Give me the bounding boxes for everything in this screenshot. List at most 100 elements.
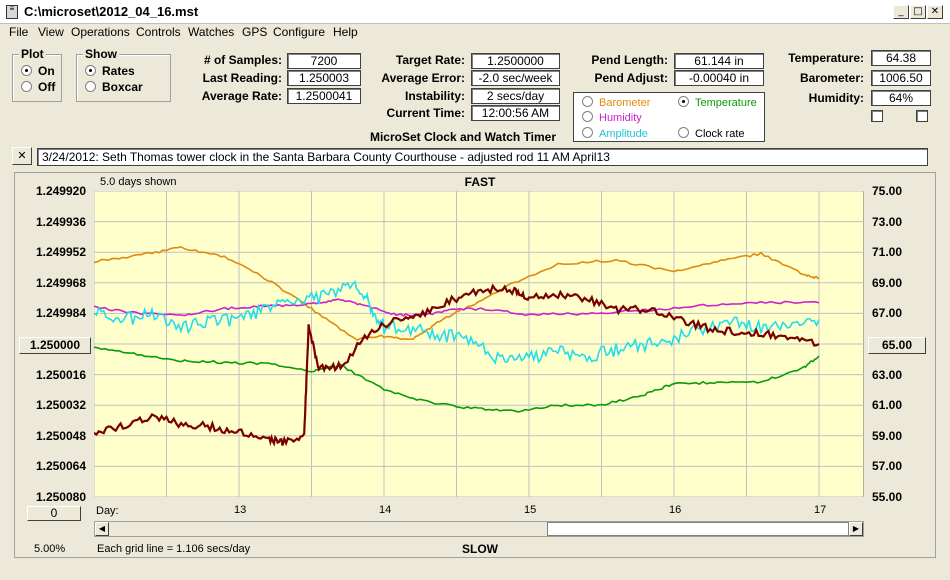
y-left-tick-label: 1.250032 [35, 398, 86, 413]
target-rate-label: Target Rate: [395, 53, 465, 67]
env-checkbox-1[interactable] [871, 110, 883, 122]
plot-group: Plot On Off [12, 47, 62, 102]
radio-icon [582, 111, 593, 122]
radio-icon [582, 127, 593, 138]
y-right-tick-label: 67.00 [872, 306, 903, 321]
series-amplitude [94, 280, 820, 365]
chart-scrollbar[interactable]: ◀ ▶ [94, 521, 864, 537]
series-temperature [94, 346, 820, 413]
radio-icon [85, 81, 96, 92]
average-rate-field: 1.2500041 [287, 88, 361, 104]
humidity-field: 64% [871, 90, 931, 106]
days-shown-label: 5.0 days shown [100, 176, 177, 188]
pend-adjust-field[interactable]: -0.00040 in [674, 70, 764, 86]
show-group-title: Show [83, 47, 119, 61]
scroll-left-arrow-icon[interactable]: ◀ [95, 522, 109, 536]
menu-watches[interactable]: Watches [188, 25, 235, 39]
current-time-label: Current Time: [386, 106, 465, 120]
menu-view[interactable]: View [38, 25, 64, 39]
radio-selected-icon [678, 96, 689, 107]
fast-label: FAST [464, 175, 496, 189]
y-right-tick-label: 57.00 [872, 459, 903, 474]
option-temperature[interactable]: Temperature [678, 96, 757, 109]
menu-file[interactable]: File [9, 25, 29, 39]
percent-label: 5.00% [34, 543, 66, 555]
rate-chart [94, 191, 864, 497]
y-left-tick-label: 1.249968 [35, 275, 86, 290]
samples-label: # of Samples: [203, 53, 282, 67]
option-humidity[interactable]: Humidity [582, 111, 642, 124]
slow-label: SLOW [462, 542, 498, 556]
show-rates-option[interactable]: Rates [85, 64, 135, 80]
app-subtitle: MicroSet Clock and Watch Timer [369, 130, 557, 144]
y-right-tick-label: 75.00 [872, 184, 903, 198]
barometer-label: Barometer: [799, 71, 864, 85]
center-rate-button[interactable]: 1.250000 [19, 337, 91, 354]
target-rate-field[interactable]: 1.2500000 [471, 53, 560, 69]
show-boxcar-option[interactable]: Boxcar [85, 80, 143, 96]
pend-adjust-label: Pend Adjust: [594, 71, 668, 85]
instability-field: 2 secs/day [471, 88, 560, 104]
y-left-tick-label: 1.250080 [35, 490, 86, 504]
last-reading-field: 1.250003 [287, 70, 361, 86]
temperature-label: Temperature: [788, 51, 864, 65]
instability-label: Instability: [404, 89, 465, 103]
y-right-tick-label: 71.00 [872, 245, 903, 260]
option-barometer[interactable]: Barometer [582, 96, 650, 109]
option-clock-rate[interactable]: Clock rate [678, 127, 745, 140]
last-reading-label: Last Reading: [202, 71, 282, 85]
pend-length-field[interactable]: 61.144 in [674, 53, 764, 69]
series-barometer [94, 245, 820, 342]
note-field[interactable]: 3/24/2012: Seth Thomas tower clock in th… [37, 148, 928, 166]
app-icon: ≡ [6, 5, 18, 19]
close-note-button[interactable]: ✕ [12, 147, 32, 165]
radio-icon [678, 127, 689, 138]
menu-controls[interactable]: Controls [136, 25, 181, 39]
average-rate-label: Average Rate: [201, 89, 282, 103]
x-tick-label: 17 [814, 504, 827, 516]
center-aux-button[interactable]: 65.00 [868, 337, 926, 354]
current-time-field: 12:00:56 AM [471, 105, 560, 121]
env-checkbox-2[interactable] [916, 110, 928, 122]
x-tick-label: 16 [669, 504, 682, 516]
show-group: Show Rates Boxcar [76, 47, 171, 102]
scroll-right-arrow-icon[interactable]: ▶ [849, 522, 863, 536]
pend-length-label: Pend Length: [591, 53, 668, 67]
menu-operations[interactable]: Operations [71, 25, 130, 39]
plot-off-option[interactable]: Off [21, 80, 55, 96]
grid-lines [94, 191, 864, 497]
scroll-thumb[interactable] [547, 522, 849, 536]
series-rate [94, 283, 820, 447]
menu-bar: File View Operations Controls Watches GP… [0, 24, 950, 42]
series-lines [94, 245, 820, 447]
window-title: C:\microset\2012_04_16.mst [24, 4, 199, 19]
aux-plot-options: Barometer Temperature Humidity Amplitude… [573, 92, 765, 142]
y-left-tick-label: 1.249936 [35, 214, 86, 229]
average-error-label: Average Error: [381, 71, 465, 85]
close-window-button[interactable]: ✕ [927, 5, 943, 19]
y-right-tick-label: 69.00 [872, 275, 903, 290]
day-label: Day: [96, 505, 119, 517]
y-right-tick-label: 55.00 [872, 490, 903, 504]
barometer-field: 1006.50 [871, 70, 931, 86]
plot-on-option[interactable]: On [21, 64, 55, 80]
y-left-tick-label: 1.250064 [35, 459, 86, 474]
average-error-field: -2.0 sec/week [471, 70, 560, 86]
radio-icon [21, 81, 32, 92]
y-right-tick-label: 63.00 [872, 367, 903, 382]
menu-configure[interactable]: Configure [273, 25, 326, 39]
title-bar: ≡ C:\microset\2012_04_16.mst _ □ ✕ [0, 0, 950, 24]
plot-group-title: Plot [19, 47, 46, 61]
minimize-button[interactable]: _ [893, 5, 909, 19]
offset-button[interactable]: 0 [27, 506, 81, 521]
radio-icon [582, 96, 593, 107]
y-left-tick-label: 1.249920 [35, 184, 86, 198]
y-left-tick-label: 1.249952 [35, 245, 86, 260]
x-tick-label: 15 [524, 504, 537, 516]
menu-help[interactable]: Help [333, 25, 358, 39]
y-right-tick-label: 59.00 [872, 428, 903, 443]
y-right-tick-label: 61.00 [872, 398, 903, 413]
option-amplitude[interactable]: Amplitude [582, 127, 648, 140]
menu-gps[interactable]: GPS [242, 25, 268, 39]
maximize-button[interactable]: □ [910, 5, 926, 19]
